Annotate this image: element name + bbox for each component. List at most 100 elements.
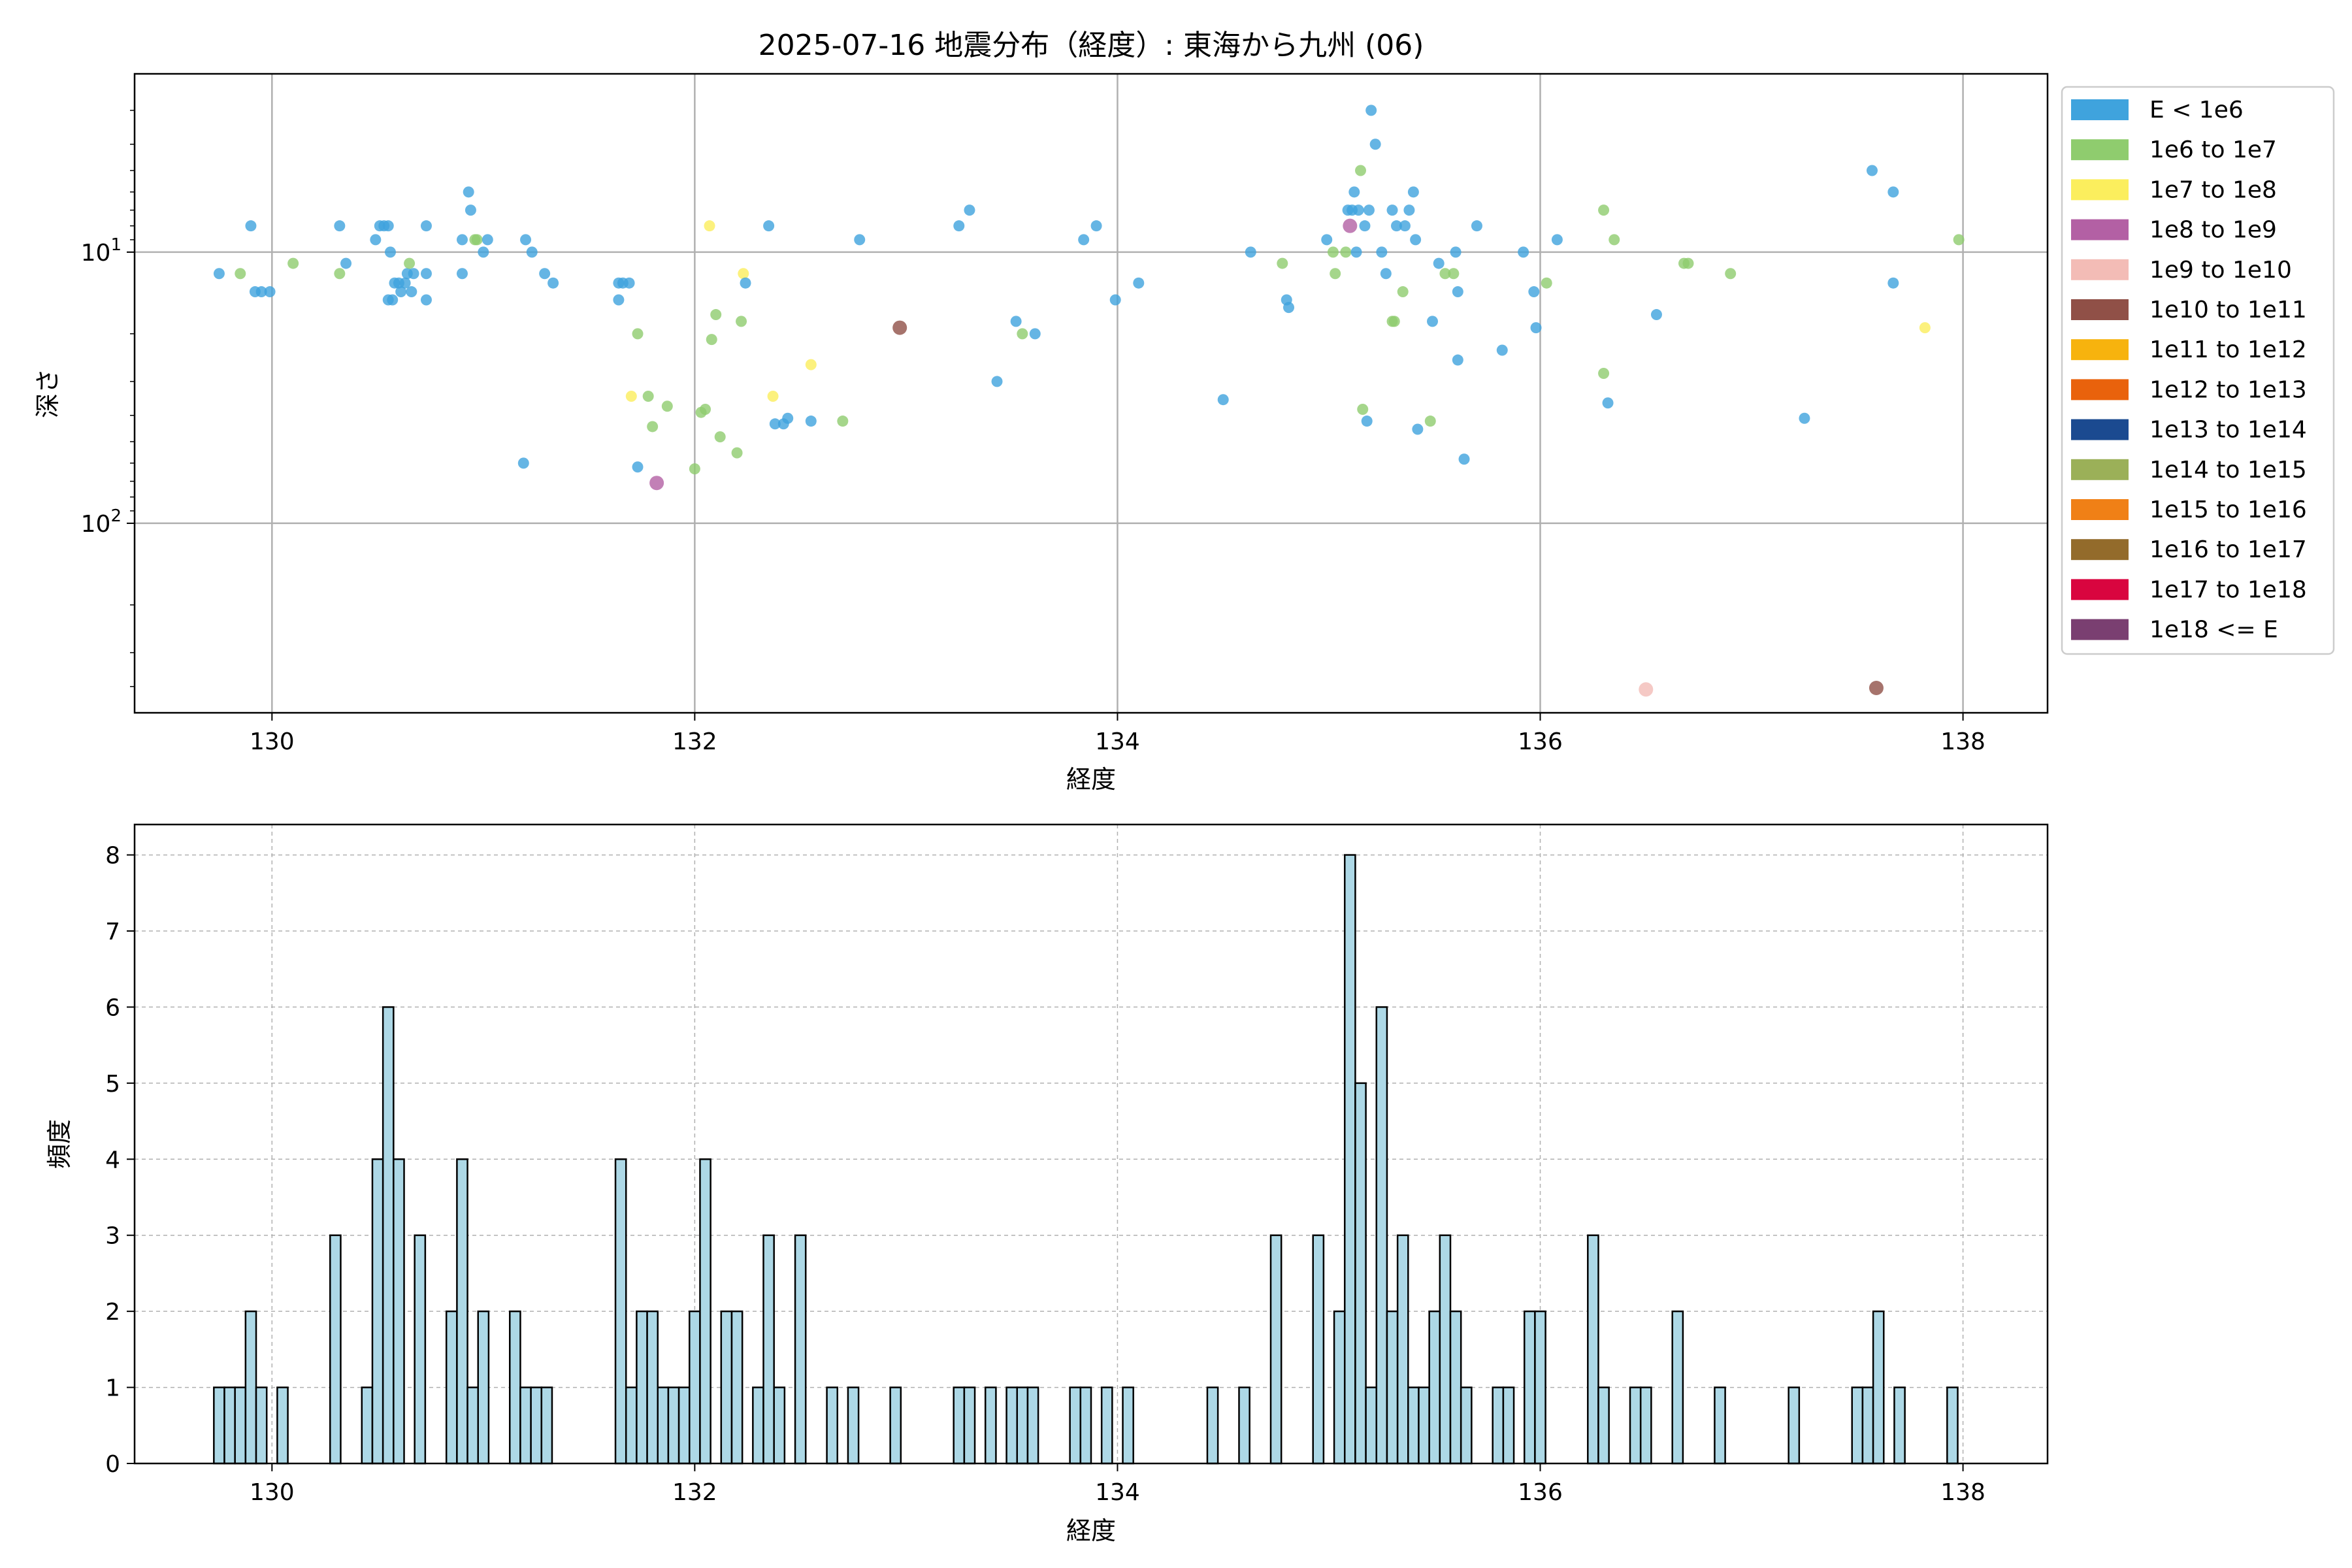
- histogram-bar: [1788, 1386, 1801, 1465]
- scatter-point: [1403, 204, 1415, 216]
- legend-label: 1e6 to 1e7: [2149, 137, 2277, 163]
- scatter-point: [404, 257, 416, 269]
- scatter-point: [805, 416, 817, 427]
- histogram-bar: [1893, 1386, 1906, 1465]
- scatter-point: [1369, 139, 1381, 150]
- scatter-point: [1412, 423, 1424, 435]
- histogram-y-tick-label: 4: [105, 1147, 120, 1173]
- scatter-point: [465, 204, 476, 216]
- legend-swatch: [2071, 619, 2129, 640]
- histogram-bar: [1428, 1310, 1441, 1465]
- histogram-bar: [213, 1386, 225, 1465]
- scatter-x-axis-label: 経度: [1066, 765, 1116, 794]
- scatter-point: [1452, 286, 1463, 298]
- scatter-point: [471, 234, 483, 246]
- scatter-point: [1448, 268, 1460, 280]
- scatter-point: [1439, 268, 1451, 280]
- scatter-point: [1359, 220, 1371, 232]
- scatter-point: [395, 286, 407, 298]
- histogram-y-tick-label: 7: [105, 919, 120, 945]
- scatter-point: [1541, 277, 1552, 289]
- histogram-x-tick-label: 132: [672, 1479, 717, 1506]
- histogram-bar: [361, 1386, 374, 1465]
- histogram-bar: [477, 1310, 490, 1465]
- scatter-x-ticks: 130 132 134 136 138: [250, 713, 1985, 755]
- histogram-x-tick-label: 134: [1095, 1479, 1140, 1506]
- histogram-x-tick-label: 130: [250, 1479, 295, 1506]
- legend-label: 1e10 to 1e11: [2149, 297, 2307, 323]
- legend-label: 1e15 to 1e16: [2149, 497, 2307, 523]
- histogram-y-tick-label: 8: [105, 843, 120, 870]
- scatter-point: [1029, 328, 1041, 340]
- scatter-point: [463, 186, 474, 198]
- scatter-point: [1496, 344, 1508, 356]
- scatter-y-axis-label: 深さ: [33, 368, 62, 418]
- histogram-bar: [1005, 1386, 1019, 1465]
- scatter-point: [1090, 220, 1102, 232]
- scatter-point: [1386, 204, 1398, 216]
- histogram-bar: [1396, 1234, 1409, 1465]
- histogram-bar: [244, 1310, 257, 1465]
- histogram-bar: [1333, 1310, 1346, 1465]
- legend-swatch: [2071, 179, 2129, 201]
- histogram-bar: [1375, 1006, 1388, 1465]
- scatter-point: [767, 390, 779, 402]
- histogram-bar: [382, 1006, 395, 1465]
- scatter-point: [700, 404, 711, 416]
- scatter-point: [704, 220, 715, 232]
- scatter-point: [1598, 367, 1610, 379]
- histogram-bar: [1386, 1310, 1399, 1465]
- scatter-point: [1133, 277, 1145, 289]
- scatter-point: [1357, 404, 1369, 416]
- histogram-x-tick-label: 138: [1940, 1479, 1985, 1506]
- histogram-bar: [371, 1158, 384, 1465]
- scatter-point: [408, 268, 419, 280]
- scatter-point: [1376, 246, 1388, 258]
- scatter-point: [736, 316, 747, 327]
- histogram-bar: [1016, 1386, 1029, 1465]
- scatter-point: [1953, 234, 1965, 246]
- histogram-bar: [678, 1386, 691, 1465]
- histogram-bar: [773, 1386, 786, 1465]
- histogram-bar: [1587, 1234, 1599, 1465]
- histogram-bar: [1069, 1386, 1082, 1465]
- histogram-bar: [393, 1158, 405, 1465]
- scatter-point: [892, 320, 907, 335]
- scatter-point: [1424, 416, 1436, 427]
- scatter-point: [1277, 257, 1288, 269]
- legend-swatch: [2071, 99, 2129, 120]
- scatter-point: [782, 412, 794, 424]
- histogram-bar: [1597, 1386, 1610, 1465]
- scatter-point: [1343, 218, 1358, 233]
- scatter-point: [837, 416, 849, 427]
- scatter-point: [406, 286, 417, 298]
- histogram-bar: [509, 1310, 521, 1465]
- scatter-point: [1365, 105, 1377, 116]
- scatter-point: [1919, 322, 1931, 334]
- histogram-y-ticks: 0 1 2 3 4 5 6 7 8: [105, 843, 135, 1478]
- scatter-x-tick-label: 138: [1940, 728, 1985, 755]
- histogram-bar: [794, 1234, 807, 1465]
- legend-label: 1e18 <= E: [2149, 617, 2278, 644]
- scatter-point: [334, 268, 346, 280]
- scatter-point: [264, 286, 276, 298]
- scatter-point: [632, 328, 644, 340]
- scatter-point: [539, 268, 551, 280]
- scatter-point: [478, 246, 489, 258]
- scatter-panel: 2025-07-16 地震分布（経度）: 東海から九州 (06) 130 132 1…: [33, 29, 2049, 794]
- histogram-bar: [1449, 1310, 1462, 1465]
- scatter-point: [382, 220, 394, 232]
- histogram-bar: [1269, 1234, 1282, 1465]
- scatter-point: [399, 277, 411, 289]
- histogram-bar: [762, 1234, 775, 1465]
- scatter-point: [1528, 286, 1540, 298]
- histogram-bar: [1671, 1310, 1684, 1465]
- scatter-point: [613, 294, 625, 306]
- legend-label: 1e13 to 1e14: [2149, 417, 2307, 444]
- scatter-point: [1410, 234, 1422, 246]
- legend-label: 1e9 to 1e10: [2149, 257, 2292, 284]
- histogram-bar: [699, 1158, 711, 1465]
- histogram-bar: [234, 1386, 247, 1465]
- histogram-bar: [414, 1234, 427, 1465]
- histogram-bar: [329, 1234, 342, 1465]
